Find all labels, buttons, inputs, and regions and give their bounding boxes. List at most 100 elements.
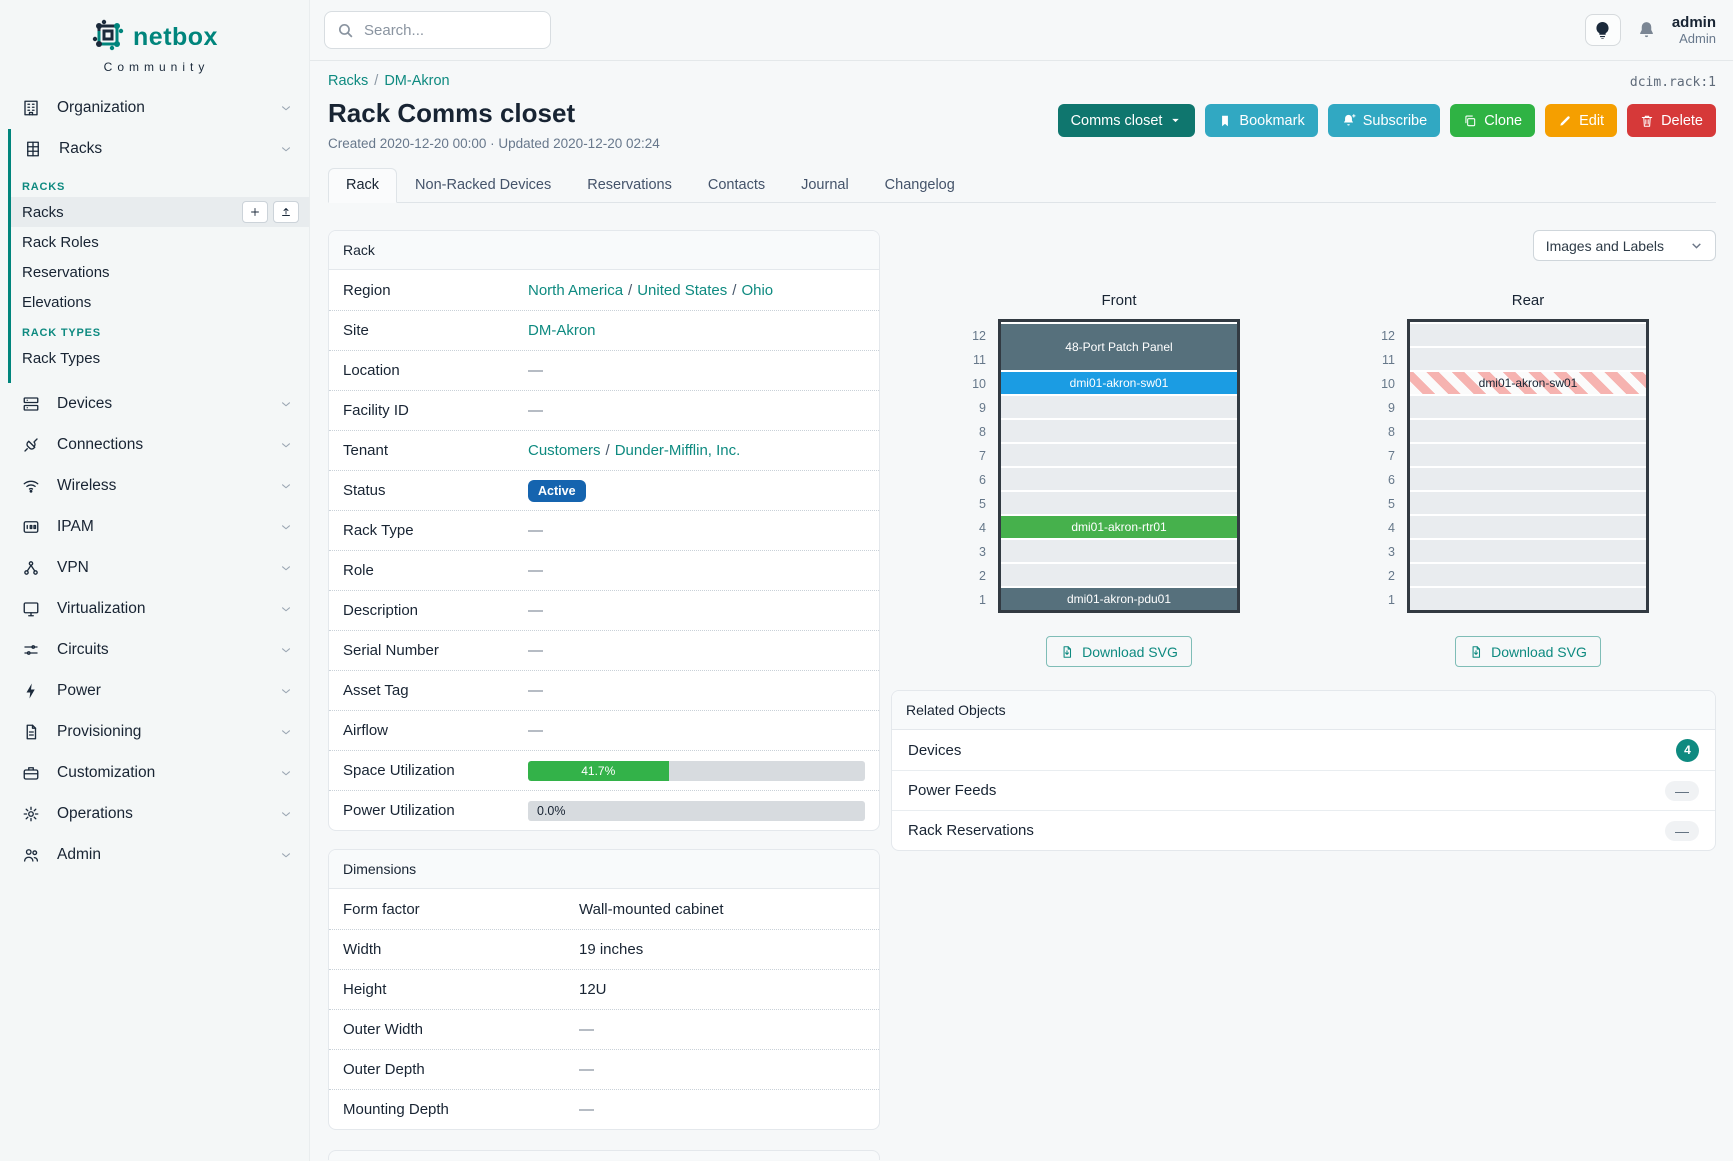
- rack-device[interactable]: dmi01-akron-pdu01: [1001, 588, 1237, 610]
- rack-slot[interactable]: [1001, 468, 1237, 490]
- attribute-link[interactable]: North America: [528, 281, 624, 299]
- sidebar-item-admin[interactable]: Admin: [0, 835, 309, 875]
- sidebar-subitem-rack-types[interactable]: Rack Types: [22, 349, 101, 367]
- wifi-icon: [22, 477, 40, 495]
- attribute-link[interactable]: DM-Akron: [528, 322, 596, 339]
- attribute-row: Space Utilization 41.7%: [329, 750, 879, 790]
- rack-slot[interactable]: [1001, 444, 1237, 466]
- sidebar-item-operations[interactable]: Operations: [0, 794, 309, 834]
- delete-button[interactable]: Delete: [1627, 104, 1716, 137]
- global-search[interactable]: [324, 11, 551, 49]
- sidebar-item-power[interactable]: Power: [0, 671, 309, 711]
- theme-toggle-button[interactable]: [1584, 14, 1621, 46]
- sidebar-item-provisioning[interactable]: Provisioning: [0, 712, 309, 752]
- sidebar-subitem-rack-roles[interactable]: Rack Roles: [22, 233, 99, 251]
- attribute-value: Wall-mounted cabinet: [579, 900, 724, 918]
- sidebar-item-circuits[interactable]: Circuits: [0, 630, 309, 670]
- sidebar-subitem-elevations[interactable]: Elevations: [22, 293, 92, 311]
- unit-number: 11: [1382, 353, 1395, 367]
- tab-changelog[interactable]: Changelog: [884, 177, 955, 193]
- tab-non-racked-devices[interactable]: Non-Racked Devices: [415, 177, 552, 193]
- netbox-logo[interactable]: netbox Community: [0, 10, 309, 88]
- sidebar-item-customization[interactable]: Customization: [0, 753, 309, 793]
- attribute-label: Facility ID: [343, 402, 409, 419]
- rack-slot[interactable]: [1410, 348, 1646, 370]
- tab-bar: Rack Non-Racked Devices Reservations Contac…: [328, 168, 1716, 203]
- add-button[interactable]: [242, 201, 268, 223]
- rack-device[interactable]: 48-Port Patch Panel: [1001, 324, 1237, 370]
- rack-slot[interactable]: [1410, 444, 1646, 466]
- attribute-link[interactable]: Ohio: [741, 281, 774, 299]
- rack-device[interactable]: dmi01-akron-sw01: [1001, 372, 1237, 394]
- download-svg-button[interactable]: Download SVG: [1046, 636, 1192, 667]
- sidebar-item-racks[interactable]: Racks: [11, 129, 309, 169]
- rack-slot[interactable]: [1001, 396, 1237, 418]
- rack-slot[interactable]: [1410, 468, 1646, 490]
- tab-reservations[interactable]: Reservations: [587, 177, 672, 193]
- attribute-label: Power Utilization: [343, 802, 455, 819]
- attribute-link[interactable]: Dunder-Mifflin, Inc.: [614, 442, 741, 459]
- rack-slot[interactable]: [1410, 588, 1646, 610]
- search-input[interactable]: [364, 21, 538, 39]
- rack-slot[interactable]: [1410, 540, 1646, 562]
- rack-slot[interactable]: [1410, 492, 1646, 514]
- related-object-row[interactable]: Power Feeds —: [892, 770, 1715, 810]
- attribute-label: Form factor: [343, 900, 420, 918]
- utilization-bar: 0.0%: [528, 800, 865, 821]
- sidebar-group-operations: Operations: [0, 794, 309, 834]
- sidebar-item-virtualization[interactable]: Virtualization: [0, 589, 309, 629]
- unit-number: 7: [1388, 449, 1395, 463]
- tab-rack[interactable]: Rack: [328, 168, 398, 203]
- dimensions-panel: Dimensions Form factor Wall-mounted cabi…: [328, 849, 880, 1130]
- sidebar-item-vpn[interactable]: VPN: [0, 548, 309, 588]
- attribute-row: Outer Depth —: [329, 1049, 879, 1089]
- attribute-link[interactable]: Customers: [528, 442, 601, 459]
- tab-contacts[interactable]: Contacts: [707, 177, 766, 193]
- user-menu[interactable]: admin Admin: [1672, 14, 1716, 46]
- rack-slot[interactable]: [1001, 564, 1237, 586]
- subscribe-button[interactable]: Subscribe: [1327, 104, 1441, 137]
- images-labels-select[interactable]: Images and Labels: [1532, 230, 1716, 261]
- attribute-row: Rack Type —: [329, 510, 879, 550]
- empty-value: —: [579, 1101, 594, 1118]
- attribute-row: Facility ID —: [329, 390, 879, 430]
- rack-slot[interactable]: [1410, 396, 1646, 418]
- notifications-bell-icon[interactable]: [1637, 20, 1656, 40]
- download-svg-button[interactable]: Download SVG: [1455, 636, 1601, 667]
- unit-number: 5: [1388, 497, 1395, 511]
- bookmark-button[interactable]: Bookmark: [1205, 104, 1318, 137]
- rack-slot[interactable]: [1001, 492, 1237, 514]
- clone-button[interactable]: Clone: [1450, 104, 1536, 137]
- attribute-row: Status Active: [329, 470, 879, 510]
- sidebar-subitem-reservations[interactable]: Reservations: [22, 263, 110, 281]
- attribute-link[interactable]: United States: [637, 281, 728, 299]
- rack-slot[interactable]: [1410, 420, 1646, 442]
- related-objects-title: Related Objects: [892, 691, 1715, 730]
- sidebar-item-ipam[interactable]: IPAM: [0, 507, 309, 547]
- rack-slot[interactable]: [1410, 516, 1646, 538]
- related-object-row[interactable]: Devices 4: [892, 730, 1715, 770]
- rack-slot[interactable]: [1001, 540, 1237, 562]
- rack-device[interactable]: dmi01-akron-sw01: [1410, 372, 1646, 394]
- breadcrumb-link[interactable]: Racks: [328, 73, 369, 89]
- sidebar-subitem-racks[interactable]: Racks: [11, 197, 309, 227]
- rack-slot[interactable]: [1410, 324, 1646, 346]
- related-object-row[interactable]: Rack Reservations —: [892, 810, 1715, 850]
- sidebar: netbox Community Organization Racks RACK…: [0, 0, 310, 1161]
- rack-slot[interactable]: [1001, 420, 1237, 442]
- rack-icon: [24, 140, 42, 158]
- import-button[interactable]: [273, 201, 299, 223]
- breadcrumb-link[interactable]: DM-Akron: [384, 73, 450, 89]
- sidebar-item-devices[interactable]: Devices: [0, 384, 309, 424]
- tab-journal[interactable]: Journal: [801, 177, 849, 193]
- rack-device[interactable]: dmi01-akron-rtr01: [1001, 516, 1237, 538]
- sidebar-item-connections[interactable]: Connections: [0, 425, 309, 465]
- sidebar-item-wireless[interactable]: Wireless: [0, 466, 309, 506]
- rack-slot[interactable]: [1410, 564, 1646, 586]
- rack-view-dropdown[interactable]: Comms closet: [1057, 104, 1196, 137]
- sidebar-item-organization[interactable]: Organization: [0, 88, 309, 128]
- sidebar-group-ipam: IPAM: [0, 507, 309, 547]
- chevron-down-icon: [279, 848, 293, 862]
- unit-number: 8: [979, 425, 986, 439]
- edit-button[interactable]: Edit: [1545, 104, 1618, 137]
